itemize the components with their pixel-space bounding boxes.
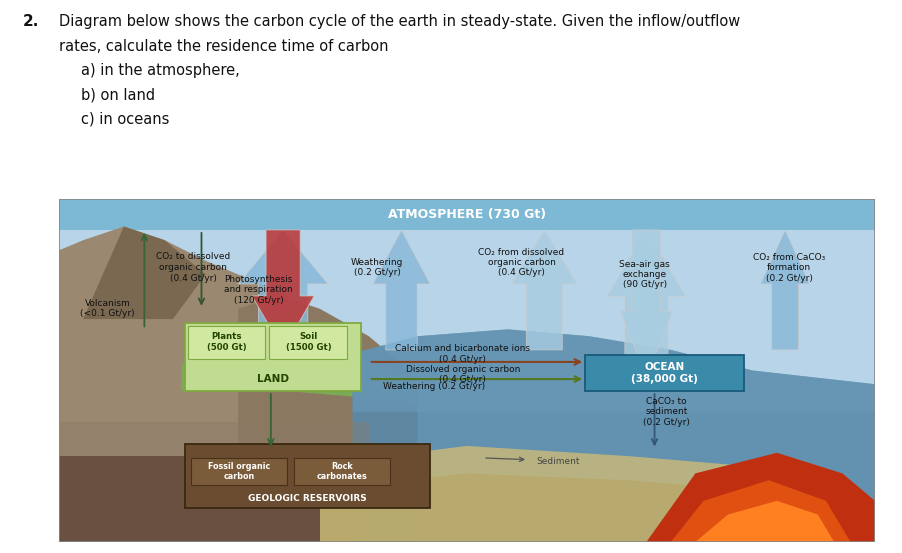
FancyBboxPatch shape <box>191 458 287 486</box>
Polygon shape <box>373 230 430 350</box>
Polygon shape <box>621 230 673 377</box>
FancyBboxPatch shape <box>294 458 390 486</box>
Text: CO₂ to dissolved
organic carbon
(0.4 Gt/yr): CO₂ to dissolved organic carbon (0.4 Gt/… <box>156 252 230 283</box>
Bar <box>59 199 875 230</box>
Text: Weathering (0.2 Gt/yr): Weathering (0.2 Gt/yr) <box>383 383 485 392</box>
FancyBboxPatch shape <box>269 326 346 358</box>
Text: Rock
carbonates: Rock carbonates <box>317 462 367 481</box>
Polygon shape <box>671 480 851 542</box>
Text: ATMOSPHERE (730 Gt): ATMOSPHERE (730 Gt) <box>388 208 546 221</box>
Polygon shape <box>647 453 875 542</box>
Text: rates, calculate the residence time of carbon: rates, calculate the residence time of c… <box>59 39 388 54</box>
Polygon shape <box>303 446 752 542</box>
Text: CO₂ from CaCO₃
formation
(0.2 Gt/yr): CO₂ from CaCO₃ formation (0.2 Gt/yr) <box>753 253 825 283</box>
Polygon shape <box>353 330 875 542</box>
Polygon shape <box>303 473 752 542</box>
Text: LAND: LAND <box>257 374 290 384</box>
Text: CaCO₃ to
sediment
(0.2 Gt/yr): CaCO₃ to sediment (0.2 Gt/yr) <box>643 397 690 426</box>
Text: Plants
(500 Gt): Plants (500 Gt) <box>207 332 246 352</box>
FancyBboxPatch shape <box>585 355 744 391</box>
Text: Volcanism
(<0.1 Gt/yr): Volcanism (<0.1 Gt/yr) <box>80 299 135 319</box>
Polygon shape <box>760 230 810 350</box>
Text: Fossil organic
carbon: Fossil organic carbon <box>207 462 271 481</box>
Text: Sea-air gas
exchange
(90 Gt/yr): Sea-air gas exchange (90 Gt/yr) <box>620 259 670 289</box>
Polygon shape <box>59 422 369 542</box>
Polygon shape <box>252 230 314 350</box>
FancyBboxPatch shape <box>185 444 430 508</box>
Polygon shape <box>353 330 875 411</box>
Text: c) in oceans: c) in oceans <box>81 112 170 127</box>
Text: Calcium and bicarbonate ions
(0.4 Gt/yr): Calcium and bicarbonate ions (0.4 Gt/yr) <box>395 345 530 364</box>
Text: 2.: 2. <box>23 14 39 29</box>
Polygon shape <box>238 230 328 350</box>
Polygon shape <box>59 227 369 542</box>
Text: Sediment: Sediment <box>536 457 580 466</box>
Polygon shape <box>238 295 418 542</box>
Text: Dissolved organic carbon
(0.4 Gt/yr): Dissolved organic carbon (0.4 Gt/yr) <box>406 365 520 384</box>
Polygon shape <box>511 230 577 350</box>
Polygon shape <box>181 350 418 405</box>
Text: CO₂ from dissolved
organic carbon
(0.4 Gt/yr): CO₂ from dissolved organic carbon (0.4 G… <box>478 248 565 278</box>
FancyBboxPatch shape <box>185 322 361 391</box>
Text: b) on land: b) on land <box>81 87 155 102</box>
Text: Diagram below shows the carbon cycle of the earth in steady-state. Given the inf: Diagram below shows the carbon cycle of … <box>59 14 740 29</box>
Polygon shape <box>83 227 206 319</box>
Polygon shape <box>695 501 834 542</box>
Polygon shape <box>607 230 686 377</box>
Text: a) in the atmosphere,: a) in the atmosphere, <box>81 64 240 79</box>
Polygon shape <box>59 456 320 542</box>
Text: Soil
(1500 Gt): Soil (1500 Gt) <box>286 332 331 352</box>
Text: OCEAN
(38,000 Gt): OCEAN (38,000 Gt) <box>630 362 698 384</box>
Text: Photosynthesis
and respiration
(120 Gt/yr): Photosynthesis and respiration (120 Gt/y… <box>225 275 293 305</box>
FancyBboxPatch shape <box>188 326 265 358</box>
Text: Weathering
(0.2 Gt/yr): Weathering (0.2 Gt/yr) <box>351 258 403 278</box>
Text: GEOLOGIC RESERVOIRS: GEOLOGIC RESERVOIRS <box>248 494 367 503</box>
